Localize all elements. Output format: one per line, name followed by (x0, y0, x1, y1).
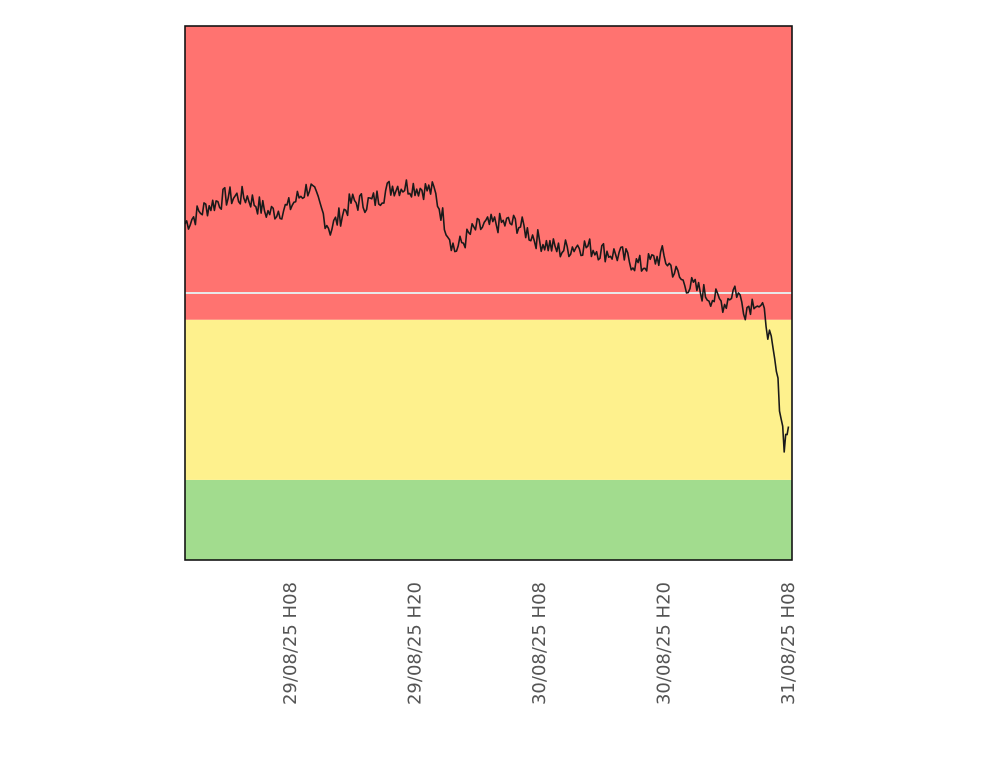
series-line (184, 179, 790, 453)
x-tick-label: 30/08/25 H08 (529, 582, 550, 705)
x-axis-ticks: 29/08/25 H08 29/08/25 H20 30/08/25 H08 30/0… (280, 582, 799, 705)
x-tick-label: 31/08/25 H08 (778, 582, 799, 705)
x-tick-label: 29/08/25 H20 (404, 582, 425, 705)
x-tick-label: 30/08/25 H20 (653, 582, 674, 705)
band-yellow (185, 319, 792, 480)
plot-frame (184, 25, 793, 561)
band-green (185, 479, 792, 560)
x-tick-label: 29/08/25 H08 (280, 582, 301, 705)
band-red (185, 26, 792, 320)
value-bands (185, 26, 792, 560)
